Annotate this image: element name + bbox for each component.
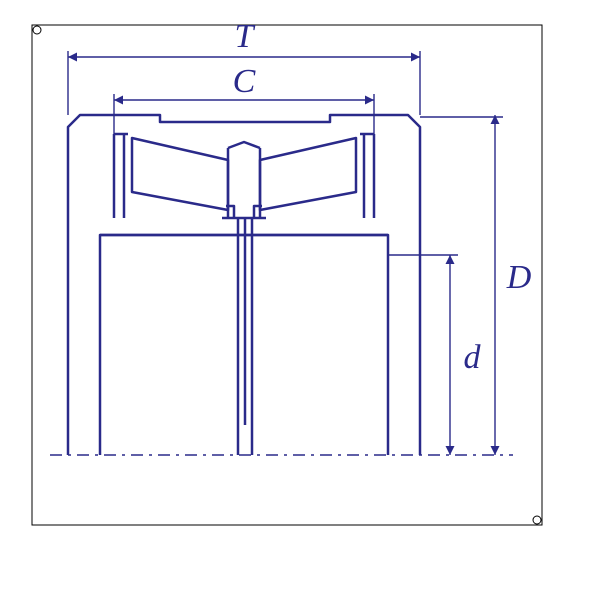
dimensions: [68, 51, 503, 455]
roller-right: [260, 138, 356, 210]
label-d: d: [464, 339, 482, 376]
bearing-cross-section: [68, 115, 420, 455]
label-D: D: [506, 259, 532, 296]
label-C: C: [233, 63, 256, 100]
eyelet-br: [533, 516, 541, 524]
inner-race: [238, 218, 252, 455]
roller-left: [132, 138, 228, 210]
label-T: T: [235, 18, 256, 55]
eyelet-tl: [33, 26, 41, 34]
